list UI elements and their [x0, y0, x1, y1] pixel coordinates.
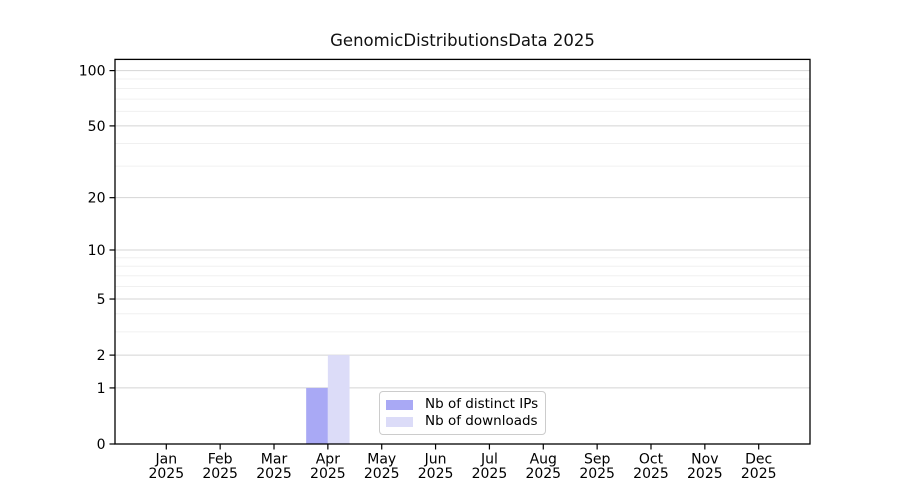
x-tick-label: Apr [316, 452, 340, 468]
x-tick-label: Sep [584, 452, 611, 468]
legend-swatch-distinct-ips [386, 399, 413, 410]
x-tick-label-year: 2025 [202, 466, 238, 482]
y-tick-label: 5 [97, 292, 106, 308]
plot-frame [114, 58, 811, 445]
x-tick-label: Jul [480, 452, 498, 468]
x-tick-label-year: 2025 [633, 466, 669, 482]
x-tick-label-year: 2025 [256, 466, 292, 482]
y-tick-label: 20 [88, 191, 106, 207]
legend: Nb of distinct IPs Nb of downloads [379, 391, 546, 435]
x-tick-label-year: 2025 [687, 466, 723, 482]
x-tick-label-year: 2025 [418, 466, 454, 482]
x-tick-label-year: 2025 [364, 466, 400, 482]
y-tick-label: 50 [88, 119, 106, 135]
x-tick-label: Jun [424, 452, 447, 468]
bar-nb-of-distinct-ips-apr [306, 387, 328, 444]
legend-label-distinct-ips: Nb of distinct IPs [425, 395, 539, 412]
x-tick-label-year: 2025 [525, 466, 561, 482]
x-tick-label: Jan [155, 452, 178, 468]
x-tick-label: May [367, 452, 396, 468]
x-tick-label: Dec [745, 452, 772, 468]
x-tick-label-year: 2025 [310, 466, 346, 482]
legend-item-distinct-ips: Nb of distinct IPs [386, 395, 539, 413]
y-tick-label: 0 [97, 437, 106, 453]
y-tick-label: 100 [79, 64, 106, 80]
x-tick-label-year: 2025 [579, 466, 615, 482]
y-tick-label: 10 [88, 243, 106, 259]
x-tick-label: Oct [639, 452, 664, 468]
x-tick-label: Aug [530, 452, 557, 468]
x-tick-label: Feb [208, 452, 233, 468]
bar-nb-of-downloads-apr [327, 355, 350, 444]
legend-item-downloads: Nb of downloads [386, 412, 538, 430]
x-tick-label-year: 2025 [472, 466, 508, 482]
x-tick-label-year: 2025 [148, 466, 184, 482]
y-tick-label: 2 [97, 348, 106, 364]
legend-swatch-downloads [386, 416, 413, 427]
x-tick-label-year: 2025 [741, 466, 777, 482]
legend-label-downloads: Nb of downloads [425, 412, 538, 429]
x-tick-label: Nov [691, 452, 718, 468]
chart-title: GenomicDistributionsData 2025 [330, 31, 595, 50]
x-tick-label: Mar [261, 452, 288, 468]
y-tick-label: 1 [97, 381, 106, 397]
